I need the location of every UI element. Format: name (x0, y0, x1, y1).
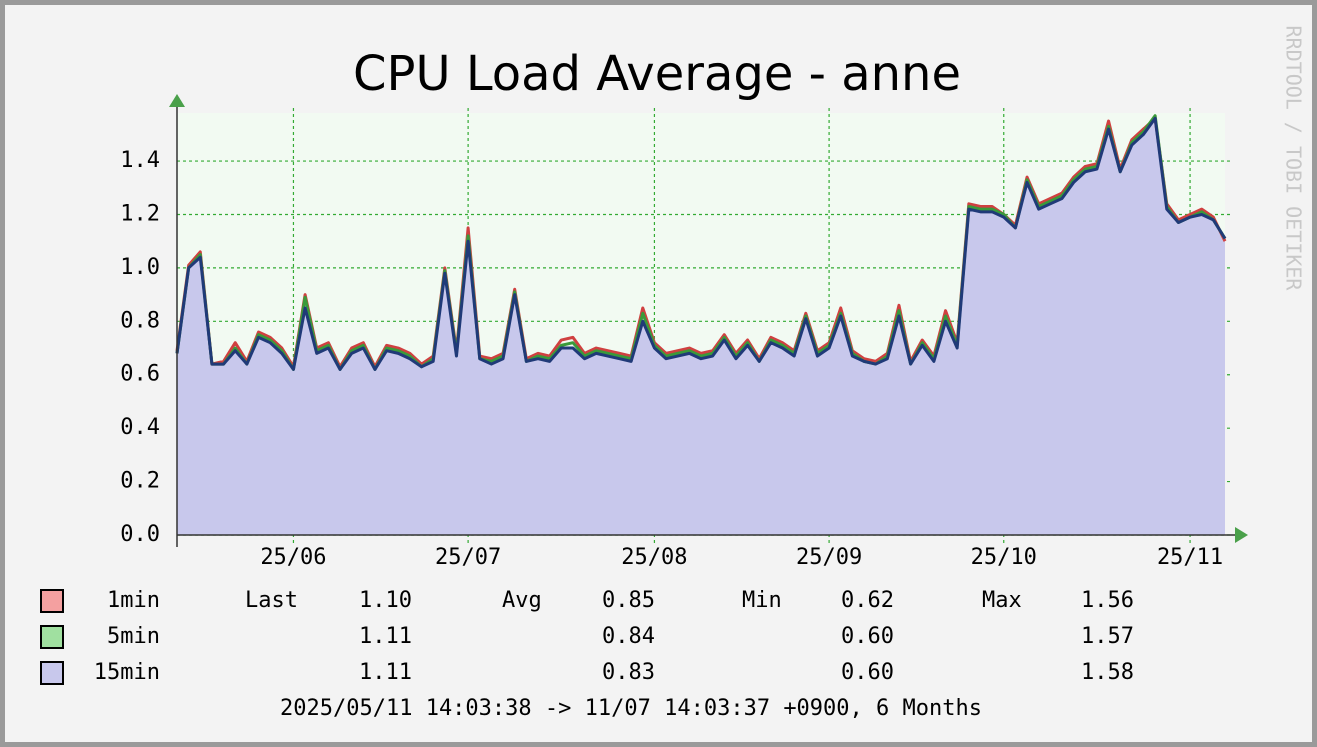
legend-swatch (40, 589, 64, 613)
legend-stat: 1.11 (359, 624, 412, 649)
y-tick-label: 0.6 (120, 362, 160, 387)
chart-title: CPU Load Average - anne (353, 46, 961, 102)
x-tick-label: 25/07 (435, 545, 501, 570)
footer: 2025/05/11 14:03:38 -> 11/07 14:03:37 +0… (280, 696, 982, 721)
watermark: RRDTOOL / TOBI OETIKER (1282, 26, 1306, 292)
legend-stat: 0.60 (841, 624, 894, 649)
legend-stat: 1.56 (1081, 588, 1134, 613)
legend-label: 5min (107, 624, 160, 649)
legend-swatch (40, 661, 64, 685)
series-line (175, 114, 1227, 371)
y-axis-arrow (169, 94, 185, 107)
stat-header: Min (742, 588, 782, 613)
x-tick-label: 25/10 (971, 545, 1037, 570)
y-tick-label: 1.4 (120, 148, 160, 173)
legend-stat: 1.11 (359, 660, 412, 685)
legend-swatch (40, 625, 64, 649)
legend-label: 1min (107, 588, 160, 613)
y-tick-label: 1.0 (120, 255, 160, 280)
legend-stat: 1.10 (359, 588, 412, 613)
legend-stat: 0.83 (602, 660, 655, 685)
y-tick-label: 0.4 (120, 415, 160, 440)
legend-stat: 0.85 (602, 588, 655, 613)
y-tick-label: 1.2 (120, 201, 160, 226)
x-tick-label: 25/11 (1157, 545, 1223, 570)
series-line (175, 116, 1227, 369)
y-tick-label: 0.0 (120, 522, 160, 547)
legend-stat: 1.57 (1081, 624, 1134, 649)
legend-stat: 0.84 (602, 624, 655, 649)
legend-stat: 0.60 (841, 660, 894, 685)
x-tick-label: 25/08 (621, 545, 687, 570)
area (177, 118, 1225, 536)
stat-header: Max (982, 588, 1022, 613)
stat-header: Avg (502, 588, 542, 613)
x-axis-arrow (1235, 527, 1248, 543)
y-tick-label: 0.2 (120, 469, 160, 494)
series-line (175, 116, 1227, 371)
y-tick-label: 0.8 (120, 308, 160, 333)
legend-stat: 0.62 (841, 588, 894, 613)
x-tick-label: 25/06 (260, 545, 326, 570)
legend-stat: 1.58 (1081, 660, 1134, 685)
stat-header: Last (245, 588, 298, 613)
x-tick-label: 25/09 (796, 545, 862, 570)
legend-label: 15min (94, 660, 160, 685)
